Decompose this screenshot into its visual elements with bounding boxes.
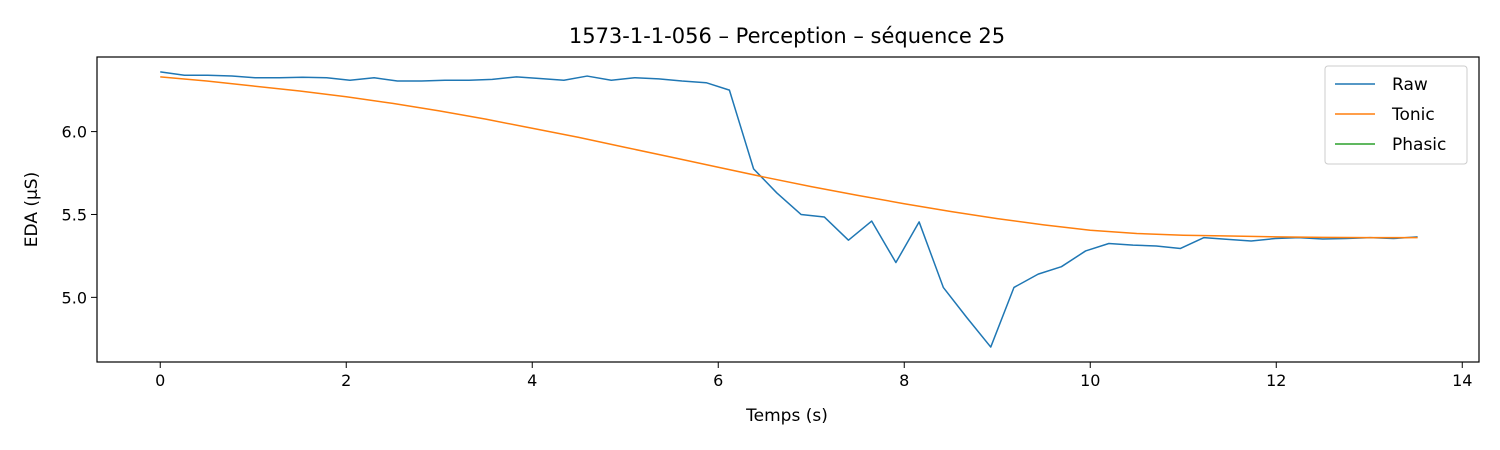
legend-label-tonic: Tonic: [1391, 105, 1435, 125]
y-tick-label: 5.5: [62, 205, 87, 224]
series-line-tonic: [160, 76, 1418, 239]
x-tick-label: 4: [527, 371, 537, 390]
y-tick-label: 5.0: [62, 288, 87, 307]
legend-label-phasic: Phasic: [1392, 135, 1446, 155]
x-axis-label: Temps (s): [745, 406, 828, 426]
x-tick-label: 6: [713, 371, 723, 390]
legend: Raw Tonic Phasic: [1324, 65, 1468, 165]
y-axis-label: EDA (µS): [22, 172, 42, 247]
y-axis: 5.0 5.5 6.0: [62, 123, 97, 307]
plot-frame: [96, 56, 1480, 363]
x-tick-label: 8: [899, 371, 909, 390]
series-line-raw: [160, 71, 1418, 348]
legend-items: Raw Tonic Phasic: [1335, 75, 1446, 155]
legend-box: [1324, 65, 1468, 165]
x-tick-label: 2: [341, 371, 351, 390]
x-axis: 0 2 4 6 8 10 12 14: [155, 362, 1472, 390]
x-tick-label: 12: [1266, 371, 1286, 390]
x-tick-label: 0: [155, 371, 165, 390]
legend-label-raw: Raw: [1392, 75, 1428, 95]
chart-title: 1573-1-1-056 – Perception – séquence 25: [569, 24, 1005, 48]
x-tick-label: 14: [1452, 371, 1472, 390]
plot-area: [160, 71, 1418, 348]
x-tick-label: 10: [1080, 371, 1100, 390]
y-tick-label: 6.0: [62, 123, 87, 142]
